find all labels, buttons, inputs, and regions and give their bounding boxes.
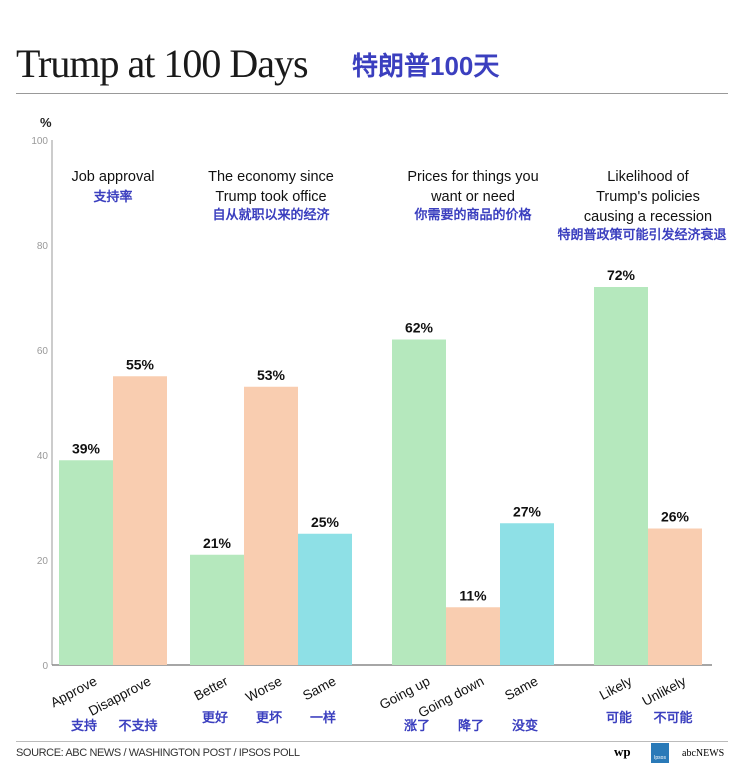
bar-value-label: 55% bbox=[126, 356, 155, 372]
group-title: Likelihood of bbox=[607, 169, 689, 185]
group-title: want or need bbox=[430, 189, 515, 205]
x-tick-label: Same bbox=[300, 673, 338, 703]
x-tick-label: Disapprove bbox=[86, 673, 153, 718]
bar-value-label: 72% bbox=[607, 267, 636, 283]
footer-divider bbox=[16, 741, 728, 742]
wp-logo: wp bbox=[614, 744, 631, 759]
title-divider bbox=[16, 93, 728, 94]
x-tick-label: Same bbox=[502, 673, 540, 703]
y-tick-label: 0 bbox=[42, 661, 48, 672]
group-title-cn: 特朗普政策可能引发经济衰退 bbox=[557, 227, 726, 242]
group-title: Prices for things you bbox=[407, 169, 538, 185]
y-tick-label: 100 bbox=[31, 136, 48, 147]
x-tick-label-cn: 更坏 bbox=[256, 710, 282, 725]
bar-value-label: 62% bbox=[405, 320, 434, 336]
bar-value-label: 21% bbox=[203, 535, 232, 551]
bar bbox=[244, 386, 298, 665]
y-tick-label: 80 bbox=[37, 241, 49, 252]
source-note: SOURCE: ABC NEWS / WASHINGTON POST / IPS… bbox=[16, 747, 300, 759]
bar bbox=[594, 287, 648, 665]
bar bbox=[113, 376, 167, 665]
group-title-cn: 自从就职以来的经济 bbox=[212, 207, 330, 222]
x-tick-label-cn: 不支持 bbox=[118, 718, 157, 733]
x-tick-label: Better bbox=[192, 673, 231, 703]
bar bbox=[392, 339, 446, 665]
bar-value-label: 25% bbox=[311, 514, 340, 530]
bar bbox=[59, 460, 113, 665]
y-tick-label: 60 bbox=[37, 346, 49, 357]
x-tick-label-cn: 降了 bbox=[458, 718, 484, 733]
group-title: Trump took office bbox=[215, 189, 326, 205]
x-tick-label-cn: 不可能 bbox=[653, 710, 692, 725]
bar-value-label: 11% bbox=[459, 587, 487, 603]
bar bbox=[298, 533, 352, 665]
bar bbox=[190, 554, 244, 665]
bar-value-label: 53% bbox=[257, 367, 286, 383]
group-title: Job approval bbox=[71, 169, 154, 185]
y-tick-label: 20 bbox=[37, 556, 49, 567]
x-tick-label-cn: 支持 bbox=[70, 718, 97, 733]
group-title-cn: 你需要的商品的价格 bbox=[413, 207, 532, 222]
bar-value-label: 27% bbox=[513, 503, 542, 519]
y-axis-label: % bbox=[40, 115, 52, 130]
bar bbox=[500, 523, 554, 665]
ipsos-logo: Ipsos bbox=[651, 743, 669, 763]
bar bbox=[648, 528, 702, 665]
x-tick-label: Unlikely bbox=[640, 673, 689, 709]
group-title-cn: 支持率 bbox=[92, 189, 132, 204]
bar-value-label: 26% bbox=[661, 509, 690, 525]
x-tick-label-cn: 没变 bbox=[512, 718, 538, 733]
x-tick-label-cn: 涨了 bbox=[403, 718, 430, 733]
page-title: Trump at 100 Days bbox=[16, 41, 309, 86]
x-tick-label-cn: 可能 bbox=[606, 710, 632, 725]
x-tick-label-cn: 一样 bbox=[310, 710, 336, 725]
page-title-cn: 特朗普100天 bbox=[352, 51, 500, 81]
bar bbox=[446, 607, 500, 665]
group-title: causing a recession bbox=[584, 209, 712, 225]
bar-value-label: 39% bbox=[72, 440, 101, 456]
abc-news-logo: abcNEWS bbox=[682, 748, 725, 759]
group-title: Trump's policies bbox=[596, 189, 700, 205]
x-tick-label: Likely bbox=[597, 673, 635, 703]
y-tick-label: 40 bbox=[37, 451, 49, 462]
x-tick-label: Worse bbox=[243, 673, 284, 704]
x-tick-label-cn: 更好 bbox=[202, 710, 228, 725]
group-title: The economy since bbox=[208, 169, 334, 185]
